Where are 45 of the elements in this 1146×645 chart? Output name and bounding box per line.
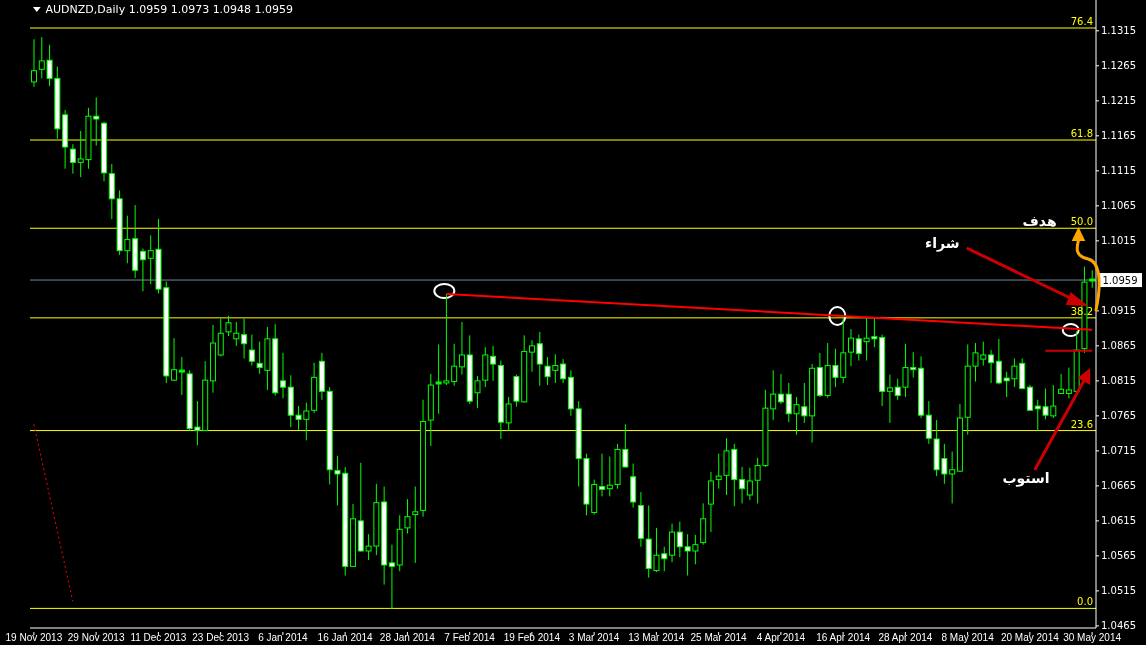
y-tick-label: 1.1265 [1101,60,1136,72]
x-tick-label: 28 Jan 2014 [379,632,436,643]
annotation: استوب [1002,470,1050,487]
y-tick-label: 1.1065 [1101,200,1136,212]
annotation: هدف [1022,213,1057,229]
x-tick-label: 16 Apr 2014 [816,632,871,643]
x-tick-label: 19 Feb 2014 [503,632,561,643]
y-tick-label: 1.0615 [1101,515,1136,527]
x-tick-label: 11 Dec 2013 [130,632,187,643]
y-tick-label: 1.0465 [1101,620,1136,632]
x-tick-label: 19 Nov 2013 [5,632,63,643]
x-tick-label: 3 Mar 2014 [568,632,620,643]
y-tick-label: 1.0915 [1101,305,1136,317]
y-tick-label: 1.0665 [1101,480,1136,492]
annotation: 0.0 [1077,596,1093,608]
x-tick-label: 20 May 2014 [1000,632,1060,643]
annotation: شراء [925,235,960,252]
y-tick-label: 1.1115 [1101,165,1136,177]
chart-title: AUDNZD,Daily 1.0959 1.0973 1.0948 1.0959 [45,3,294,16]
x-tick-label: 13 Mar 2014 [628,632,685,643]
y-tick-label: 1.1165 [1101,130,1136,142]
y-tick-label: 1.0715 [1101,445,1136,457]
x-tick-label: 29 Nov 2013 [67,632,125,643]
x-tick-label: 25 Mar 2014 [690,632,748,643]
annotation: 50.0 [1070,216,1093,228]
x-tick-label: 4 Apr 2014 [756,632,806,643]
y-tick-label: 1.0515 [1101,585,1136,597]
ref-line-label: 1.0959 [1102,275,1138,287]
y-tick-label: 1.0765 [1101,410,1136,422]
y-tick-label: 1.0565 [1101,550,1136,562]
x-tick-label: 30 May 2014 [1063,632,1122,643]
x-tick-label: 23 Dec 2013 [192,632,250,643]
x-tick-label: 28 Apr 2014 [878,632,933,643]
annotation: 61.8 [1070,128,1093,140]
x-tick-label: 8 May 2014 [941,632,995,643]
x-tick-label: 6 Jan 2014 [258,632,309,643]
y-tick-label: 1.1315 [1101,25,1136,37]
annotation: 76.4 [1070,16,1093,27]
y-tick-label: 1.1215 [1101,95,1136,107]
annotation: 23.6 [1070,418,1093,430]
y-tick-label: 1.0865 [1101,340,1136,352]
y-tick-label: 1.1015 [1101,235,1136,247]
x-tick-label: 7 Feb 2014 [444,632,496,643]
y-tick-label: 1.0815 [1101,375,1136,387]
x-tick-label: 16 Jan 2014 [317,632,374,643]
